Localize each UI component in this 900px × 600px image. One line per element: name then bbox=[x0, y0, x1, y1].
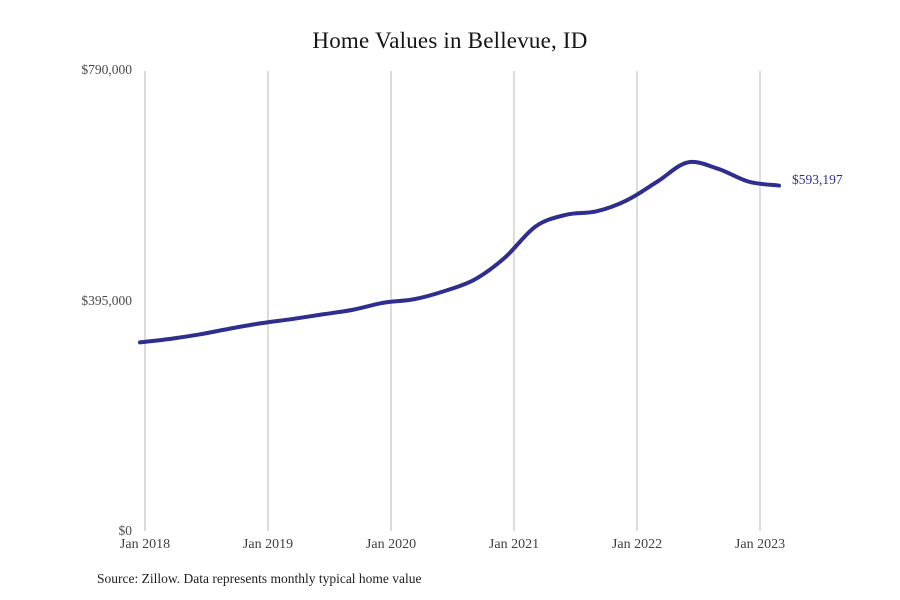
chart-title: Home Values in Bellevue, ID bbox=[312, 28, 588, 53]
ytick-label-395000: $395,000 bbox=[81, 293, 132, 308]
ytick-label-0: $0 bbox=[118, 523, 133, 538]
ytick-label-790000: $790,000 bbox=[81, 62, 132, 77]
xtick-label-jan-2020: Jan 2020 bbox=[365, 537, 417, 552]
xtick-label-jan-2018: Jan 2018 bbox=[119, 537, 171, 552]
end-value-label: $593,197 bbox=[792, 171, 843, 187]
xtick-label-jan-2021: Jan 2021 bbox=[488, 537, 540, 552]
source-note: Source: Zillow. Data represents monthly … bbox=[97, 571, 422, 586]
xtick-label-jan-2023: Jan 2023 bbox=[734, 537, 786, 552]
xtick-label-jan-2022: Jan 2022 bbox=[611, 537, 663, 552]
xtick-label-jan-2019: Jan 2019 bbox=[242, 537, 294, 552]
home-value-line-series bbox=[138, 159, 781, 345]
gridlines bbox=[144, 71, 761, 531]
